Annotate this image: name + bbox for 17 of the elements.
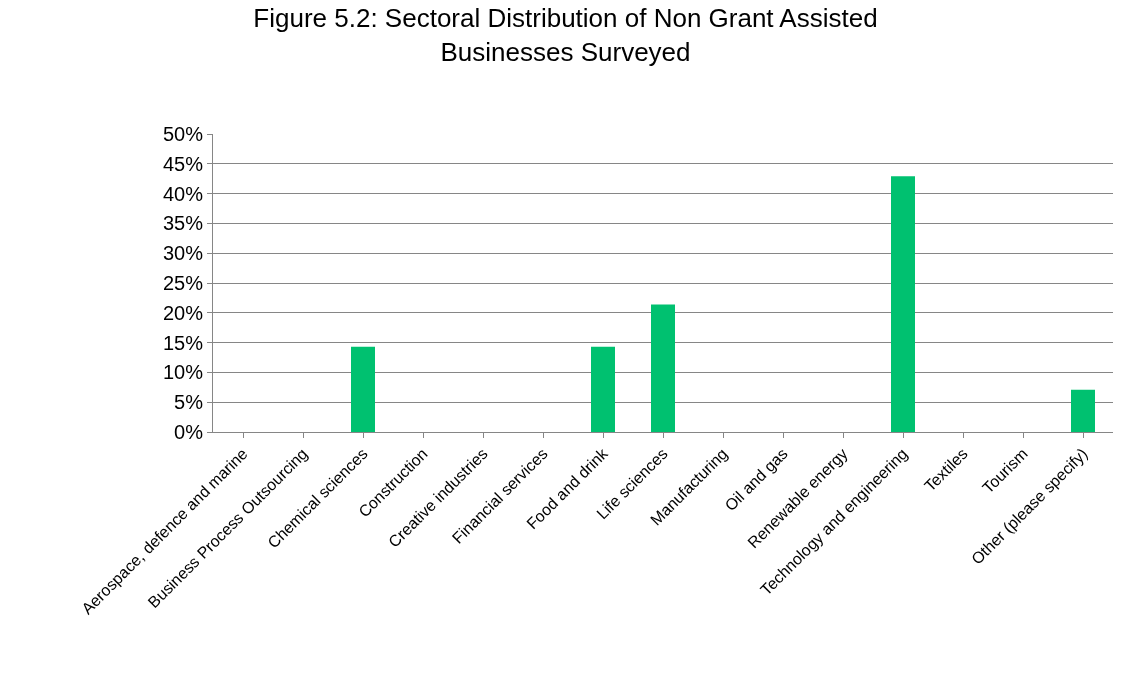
y-tick-label: 25% (162, 272, 204, 294)
bar (591, 346, 615, 432)
y-tick-label: 30% (162, 242, 204, 265)
bar (651, 304, 675, 432)
bar (351, 346, 375, 432)
y-tick-label: 15% (162, 331, 204, 354)
y-tick-label: 0% (174, 421, 204, 443)
y-tick-label: 20% (162, 301, 204, 324)
chart-title: Figure 5.2: Sectoral Distribution of Non Grant Assisted Businesses Surveyed (253, 3, 878, 68)
y-tick-label: 45% (162, 152, 204, 175)
y-tick-label: 35% (162, 212, 204, 235)
y-tick-label: 10% (162, 361, 204, 384)
bar (891, 176, 915, 432)
y-tick-label: 5% (174, 391, 204, 414)
bar (1071, 389, 1095, 432)
y-tick-label: 50% (162, 123, 204, 145)
y-tick-label: 40% (162, 182, 204, 205)
